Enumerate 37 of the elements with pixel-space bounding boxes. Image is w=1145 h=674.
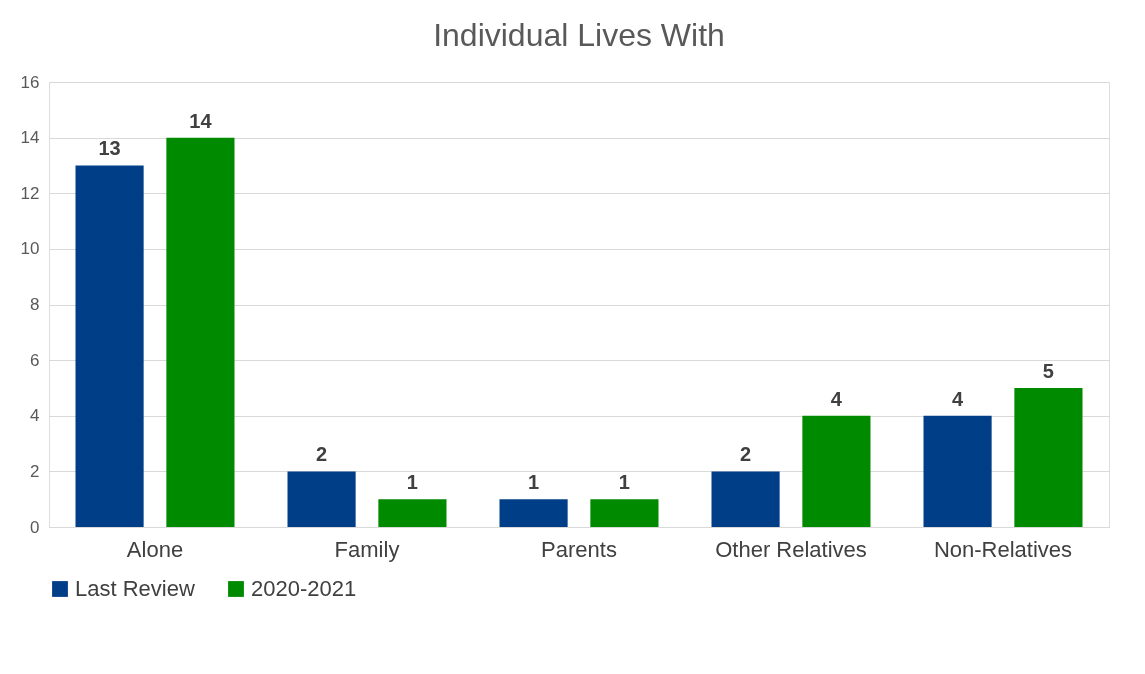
bar (590, 499, 659, 527)
y-tick-label: 14 (20, 128, 40, 148)
y-tick-label: 12 (20, 183, 40, 203)
data-label: 14 (189, 109, 213, 132)
bar (166, 137, 235, 527)
bar (1014, 387, 1083, 527)
data-label: 13 (98, 137, 121, 160)
y-tick-label: 6 (30, 350, 40, 370)
data-label: 1 (528, 471, 540, 494)
y-tick-label: 16 (20, 72, 40, 92)
legend-label: 2020-2021 (251, 576, 357, 601)
x-tick-label: Other Relatives (715, 536, 867, 562)
y-tick-label: 10 (20, 239, 40, 259)
bar (802, 415, 871, 527)
bar (499, 499, 568, 527)
data-label: 2 (316, 443, 328, 466)
y-tick-label: 4 (30, 406, 40, 426)
bar (923, 415, 992, 527)
x-tick-label: Non-Relatives (933, 536, 1073, 562)
legend-label: Last Review (75, 576, 195, 601)
chart-title: Individual Lives With (433, 17, 725, 53)
y-tick-label: 8 (30, 295, 40, 314)
data-label: 1 (618, 471, 630, 494)
data-label: 5 (1042, 359, 1054, 382)
bar (378, 499, 447, 527)
x-tick-label: Parents (541, 536, 617, 562)
bar (711, 471, 780, 527)
data-label: 4 (952, 387, 965, 410)
bar (75, 165, 144, 527)
bar (287, 471, 356, 527)
x-tick-label: Family (334, 536, 400, 562)
y-tick-label: 0 (30, 517, 40, 537)
data-label: 2 (740, 443, 752, 466)
data-label: 4 (830, 387, 843, 410)
y-tick-label: 2 (30, 461, 40, 481)
data-label: 1 (406, 471, 418, 494)
x-tick-label: Alone (126, 536, 184, 562)
